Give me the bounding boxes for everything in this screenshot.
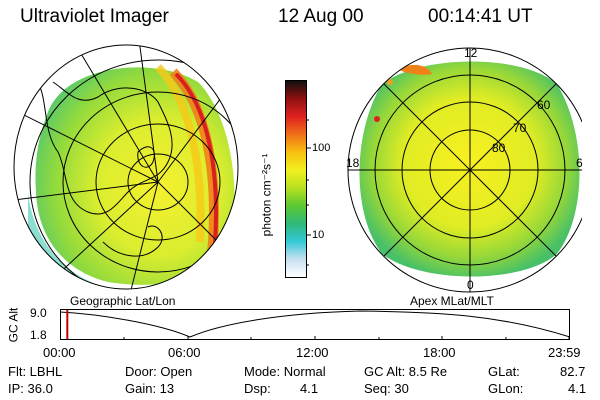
glat-label: GLat: (488, 364, 520, 379)
colorbar-unit-label: photon cm⁻²s⁻¹ (259, 153, 274, 237)
altitude-min-label: 1.8 (30, 328, 47, 342)
geographic-map (13, 44, 239, 290)
apex-mlt-6: 6 (576, 156, 583, 170)
time-label-1800: 18:00 (423, 345, 456, 360)
date-label: 12 Aug 00 (278, 6, 364, 27)
title-bar: Ultraviolet Imager 12 Aug 00 00:14:41 UT (0, 6, 600, 32)
geographic-caption: Geographic Lat/Lon (70, 294, 176, 308)
altitude-plot (60, 309, 570, 340)
time-label-0600: 06:00 (168, 345, 201, 360)
apex-caption: Apex MLat/MLT (410, 294, 494, 308)
filter-info: Flt: LBHL (8, 364, 63, 379)
glon-label: GLon: (488, 381, 524, 396)
seq-info: Seq: 30 (364, 381, 409, 396)
colorbar-tick-10: 10 (312, 229, 325, 241)
altitude-max-label: 9.0 (30, 306, 47, 320)
apex-mlt-0: 0 (467, 278, 474, 292)
apex-mlat-80: 80 (492, 141, 506, 155)
ip-info: IP: 36.0 (8, 381, 53, 396)
apex-mlat-70: 70 (513, 121, 527, 135)
time-label-2359: 23:59 (548, 345, 581, 360)
apex-mlt-12: 12 (464, 46, 478, 60)
apex-polar-map (347, 47, 582, 293)
mode-info: Mode: Normal (244, 364, 326, 379)
time-label: 00:14:41 UT (428, 6, 533, 27)
glon-value: 4.1 (568, 381, 587, 396)
altitude-curve (60, 310, 570, 338)
time-label-1200: 12:00 (296, 345, 329, 360)
altitude-axis-label: GC Alt (6, 307, 21, 343)
time-label-0000: 00:00 (43, 345, 76, 360)
dsp-label: Dsp: (244, 381, 271, 396)
colorbar-tick-100: 100 (312, 142, 331, 154)
dsp-value: 4.1 (300, 381, 319, 396)
gc-alt-info: GC Alt: 8.5 Re (364, 364, 448, 379)
instrument-title: Ultraviolet Imager (20, 6, 169, 27)
colorbar-ticks (306, 119, 311, 266)
apex-mlt-18: 18 (346, 156, 360, 170)
intensity-colorbar (285, 80, 307, 278)
glat-value: 82.7 (560, 364, 586, 379)
apex-mlat-60: 60 (537, 98, 551, 112)
gain-info: Gain: 13 (125, 381, 175, 396)
door-info: Door: Open (125, 364, 193, 379)
